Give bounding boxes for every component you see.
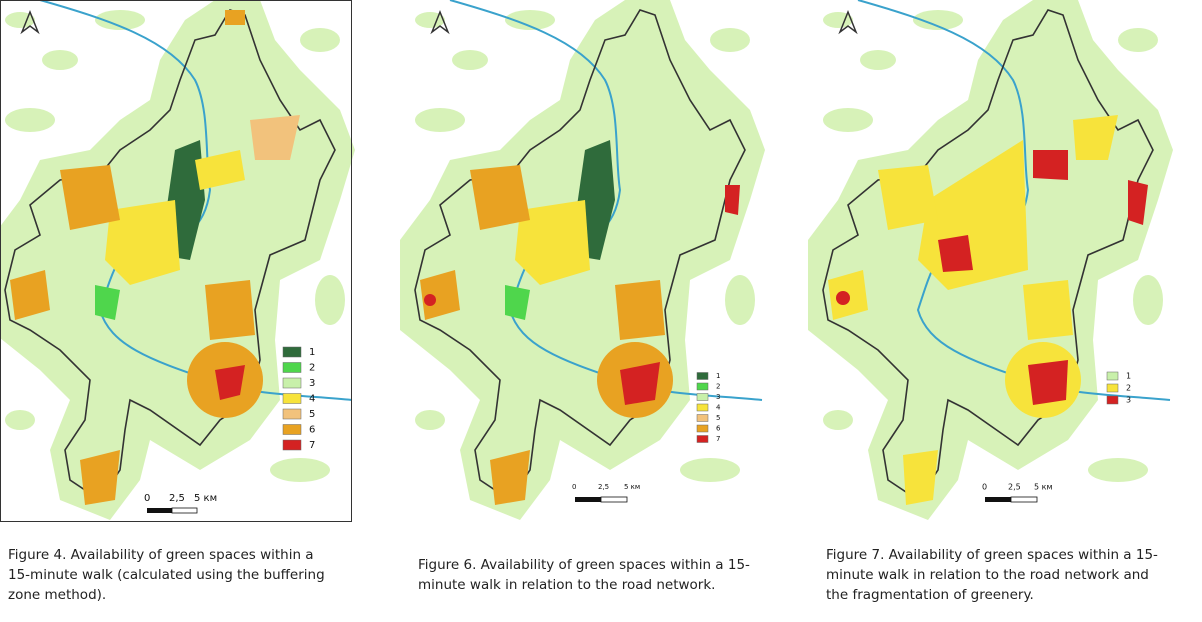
- scale-label: 5 км: [624, 483, 640, 491]
- legend-swatch: [282, 393, 302, 404]
- legend-swatch: [696, 372, 709, 380]
- scale-label: 5 км: [194, 493, 217, 504]
- legend-label: 2: [716, 383, 720, 391]
- scale-bar-black: [147, 508, 172, 513]
- caption: Figure 7. Availability of green spaces w…: [826, 545, 1158, 605]
- legend-swatch: [282, 377, 302, 389]
- legend-swatch: [1106, 395, 1119, 405]
- legend-swatch: [282, 362, 302, 373]
- caption-line: Figure 7. Availability of green spaces w…: [826, 547, 1158, 563]
- legend-label: 2: [1126, 384, 1131, 393]
- legend-swatch: [696, 403, 709, 412]
- caption-line: minute walk in relation to the road netw…: [418, 577, 716, 593]
- caption-line: zone method).: [8, 587, 107, 603]
- legend-label: 5: [716, 414, 720, 422]
- scale-label: 2,5: [598, 483, 609, 491]
- legend-label: 4: [309, 394, 315, 405]
- map-figure-4: [0, 0, 356, 523]
- scale-bar-black: [985, 497, 1011, 502]
- legend-swatch: [696, 393, 709, 401]
- legend-swatch: [282, 424, 302, 435]
- legend-label: 2: [309, 363, 315, 374]
- legend-label: 3: [1126, 396, 1131, 405]
- map-figure-6: [399, 0, 766, 523]
- scale-label: 5 км: [1034, 483, 1053, 492]
- legend-label: 6: [309, 425, 315, 436]
- legend-label: 1: [309, 347, 315, 358]
- scale-bar-white: [600, 496, 628, 503]
- caption: Figure 6. Availability of green spaces w…: [418, 555, 750, 595]
- scale-label: 2,5: [169, 493, 185, 504]
- scale-label: 0: [572, 483, 576, 491]
- legend-swatch: [282, 408, 302, 420]
- legend-label: 4: [716, 404, 721, 412]
- scale-bar-black: [575, 497, 601, 502]
- legend-label: 1: [716, 372, 720, 380]
- scale-bar-white: [1010, 496, 1038, 503]
- legend-swatch: [1106, 383, 1119, 393]
- maps: 1 2 3 4 5 6 7 0 2,5 5 км 1 2 3 4 5 6 7 0 2,5 5 км 1 2 3 0 2,5 5 к…: [0, 0, 1174, 523]
- scale-label: 0: [144, 493, 150, 504]
- legend-swatch: [696, 435, 709, 443]
- legend-label: 5: [309, 409, 315, 420]
- legend-label: 3: [716, 393, 720, 401]
- legend-swatch: [282, 346, 302, 358]
- legend-label: 6: [716, 425, 721, 433]
- legend-swatch: [1106, 371, 1119, 381]
- scale-label: 2,5: [1008, 483, 1021, 492]
- legend-label: 7: [309, 440, 315, 451]
- legend-label: 7: [716, 435, 720, 443]
- legend-label: 1: [1126, 372, 1131, 381]
- caption-line: 15-minute walk (calculated using the buf…: [8, 567, 325, 583]
- map-figure-7: [807, 0, 1174, 523]
- legend-label: 3: [309, 378, 315, 389]
- legend-swatch: [696, 414, 709, 422]
- caption-line: minute walk in relation to the road netw…: [826, 567, 1149, 583]
- legend-swatch: [282, 439, 302, 451]
- caption: Figure 4. Availability of green spaces w…: [8, 545, 325, 605]
- caption-line: the fragmentation of greenery.: [826, 587, 1034, 603]
- scale-bar-white: [171, 507, 198, 514]
- legend-swatch: [696, 424, 709, 433]
- legend-swatch: [696, 382, 709, 391]
- caption-line: Figure 6. Availability of green spaces w…: [418, 557, 750, 573]
- caption-line: Figure 4. Availability of green spaces w…: [8, 547, 314, 563]
- scale-label: 0: [982, 483, 987, 492]
